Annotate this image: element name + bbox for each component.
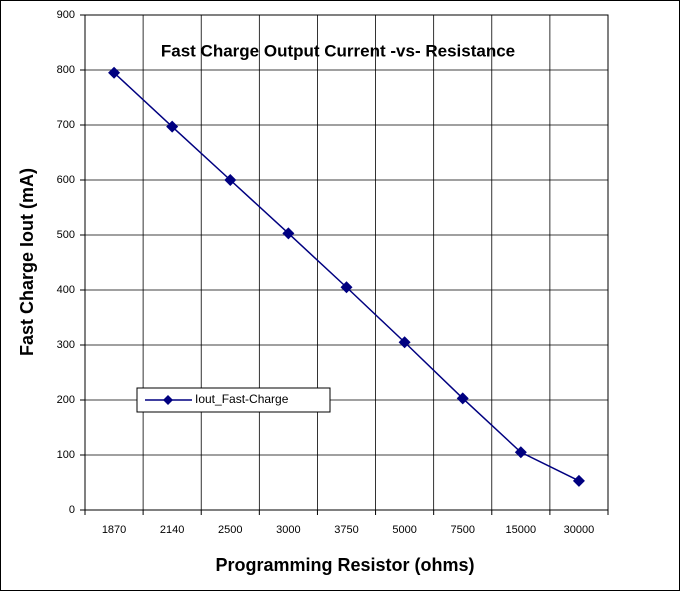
data-point xyxy=(282,227,295,240)
y-tick-label: 700 xyxy=(57,119,75,131)
y-tick-label: 900 xyxy=(57,9,75,21)
x-tick-label: 7500 xyxy=(450,524,474,536)
x-tick-label: 2140 xyxy=(160,524,184,536)
y-tick-label: 400 xyxy=(57,284,75,296)
y-axis-label: Fast Charge Iout (mA) xyxy=(17,168,37,356)
chart-title: Fast Charge Output Current -vs- Resistan… xyxy=(161,41,515,60)
data-point xyxy=(572,474,585,487)
data-point xyxy=(224,174,237,186)
y-tick-label: 800 xyxy=(57,64,75,76)
x-tick-label: 30000 xyxy=(564,524,595,536)
plot-border xyxy=(84,14,609,511)
y-tick-label: 0 xyxy=(69,504,75,516)
x-tick-label: 3750 xyxy=(334,524,358,536)
data-point xyxy=(398,336,411,349)
y-tick-label: 500 xyxy=(57,229,75,241)
y-tick-label: 100 xyxy=(57,449,75,461)
data-point xyxy=(340,281,353,294)
legend-marker xyxy=(163,395,173,405)
x-tick-label: 15000 xyxy=(506,524,537,536)
data-point xyxy=(514,446,527,459)
x-tick-label: 5000 xyxy=(392,524,416,536)
data-point xyxy=(166,120,179,133)
x-axis-label: Programming Resistor (ohms) xyxy=(215,555,474,575)
x-tick-label: 1870 xyxy=(102,524,126,536)
legend-label: Iout_Fast-Charge xyxy=(195,392,289,406)
y-tick-label: 200 xyxy=(57,394,75,406)
x-tick-label: 3000 xyxy=(276,524,300,536)
data-point xyxy=(456,392,469,405)
data-point xyxy=(108,66,121,79)
y-tick-label: 600 xyxy=(57,174,75,186)
y-tick-label: 300 xyxy=(57,339,75,351)
x-tick-label: 2500 xyxy=(218,524,242,536)
